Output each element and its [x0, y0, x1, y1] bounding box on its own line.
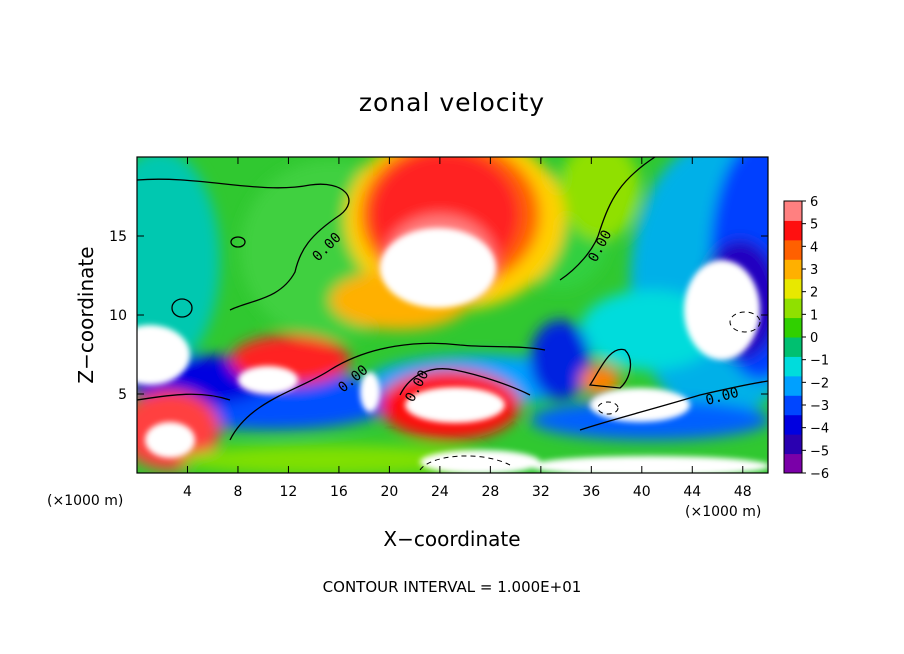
colorbar-segment: [784, 414, 802, 435]
colorbar-segment: [784, 395, 802, 416]
x-tick-label: 44: [683, 484, 701, 500]
colorbar-segment: [784, 337, 802, 357]
x-axis-label: X−coordinate: [383, 527, 520, 551]
colorbar-segment: [784, 278, 802, 299]
colorbar-segment: [784, 356, 802, 377]
x-tick-label: 36: [582, 484, 600, 500]
colorbar-segment: [784, 201, 802, 221]
colorbar-tick-label: 0: [810, 331, 818, 346]
x-tick-label: 20: [380, 484, 398, 500]
colorbar-segment: [784, 375, 802, 396]
plot-area: [137, 157, 768, 473]
y-tick-label: 5: [118, 387, 127, 403]
x-unit-left: (×1000 m): [47, 493, 123, 509]
colorbar-tick-label: 2: [810, 286, 818, 301]
colorbar-segment: [784, 298, 802, 319]
colorbar-segment: [784, 220, 802, 241]
colorbar-tick-label: 1: [810, 308, 818, 323]
x-tick-label: 12: [280, 484, 298, 500]
contour-interval: CONTOUR INTERVAL = 1.000E+01: [323, 578, 582, 596]
colorbar-tick-label: −1: [810, 354, 829, 369]
x-tick-label: 32: [532, 484, 550, 500]
colorbar-tick-label: −4: [810, 422, 829, 437]
x-tick-label: 28: [481, 484, 499, 500]
colorbar-segment: [784, 453, 802, 474]
chart-title: zonal velocity: [359, 88, 545, 117]
x-axis-ticks: 4 8 12 16 20 24 28 32 36 40 44 48: [183, 157, 752, 500]
x-tick-label: 48: [734, 484, 752, 500]
colorbar-tick-label: 4: [810, 240, 818, 255]
colorbar-tick-label: 6: [810, 195, 818, 210]
colorbar-tick-label: −6: [810, 467, 829, 482]
colorbar: 6 5 4 3 2 1 0 −1 −2 −3 −4 −5 −6: [783, 195, 829, 482]
colorbar-tick-label: −2: [810, 376, 829, 391]
x-tick-label: 8: [233, 484, 242, 500]
colorbar-tick-label: 3: [810, 263, 818, 278]
x-tick-label: 24: [431, 484, 449, 500]
colorbar-segment: [784, 239, 802, 260]
y-tick-label: 10: [109, 308, 127, 324]
colorbar-tick-label: −3: [810, 399, 829, 414]
colorbar-segment: [784, 317, 802, 338]
x-tick-label: 40: [633, 484, 651, 500]
colorbar-tick-label: −5: [810, 444, 829, 459]
x-tick-label: 4: [183, 484, 192, 500]
y-axis-label: Z−coordinate: [74, 246, 98, 383]
x-tick-label: 16: [330, 484, 348, 500]
y-tick-label: 15: [109, 229, 127, 245]
colorbar-tick-label: 5: [810, 218, 818, 233]
colorbar-segment: [784, 434, 802, 455]
y-axis-ticks: 5 10 15: [109, 229, 768, 403]
x-unit-right: (×1000 m): [685, 504, 761, 520]
colorbar-segment: [784, 259, 802, 280]
